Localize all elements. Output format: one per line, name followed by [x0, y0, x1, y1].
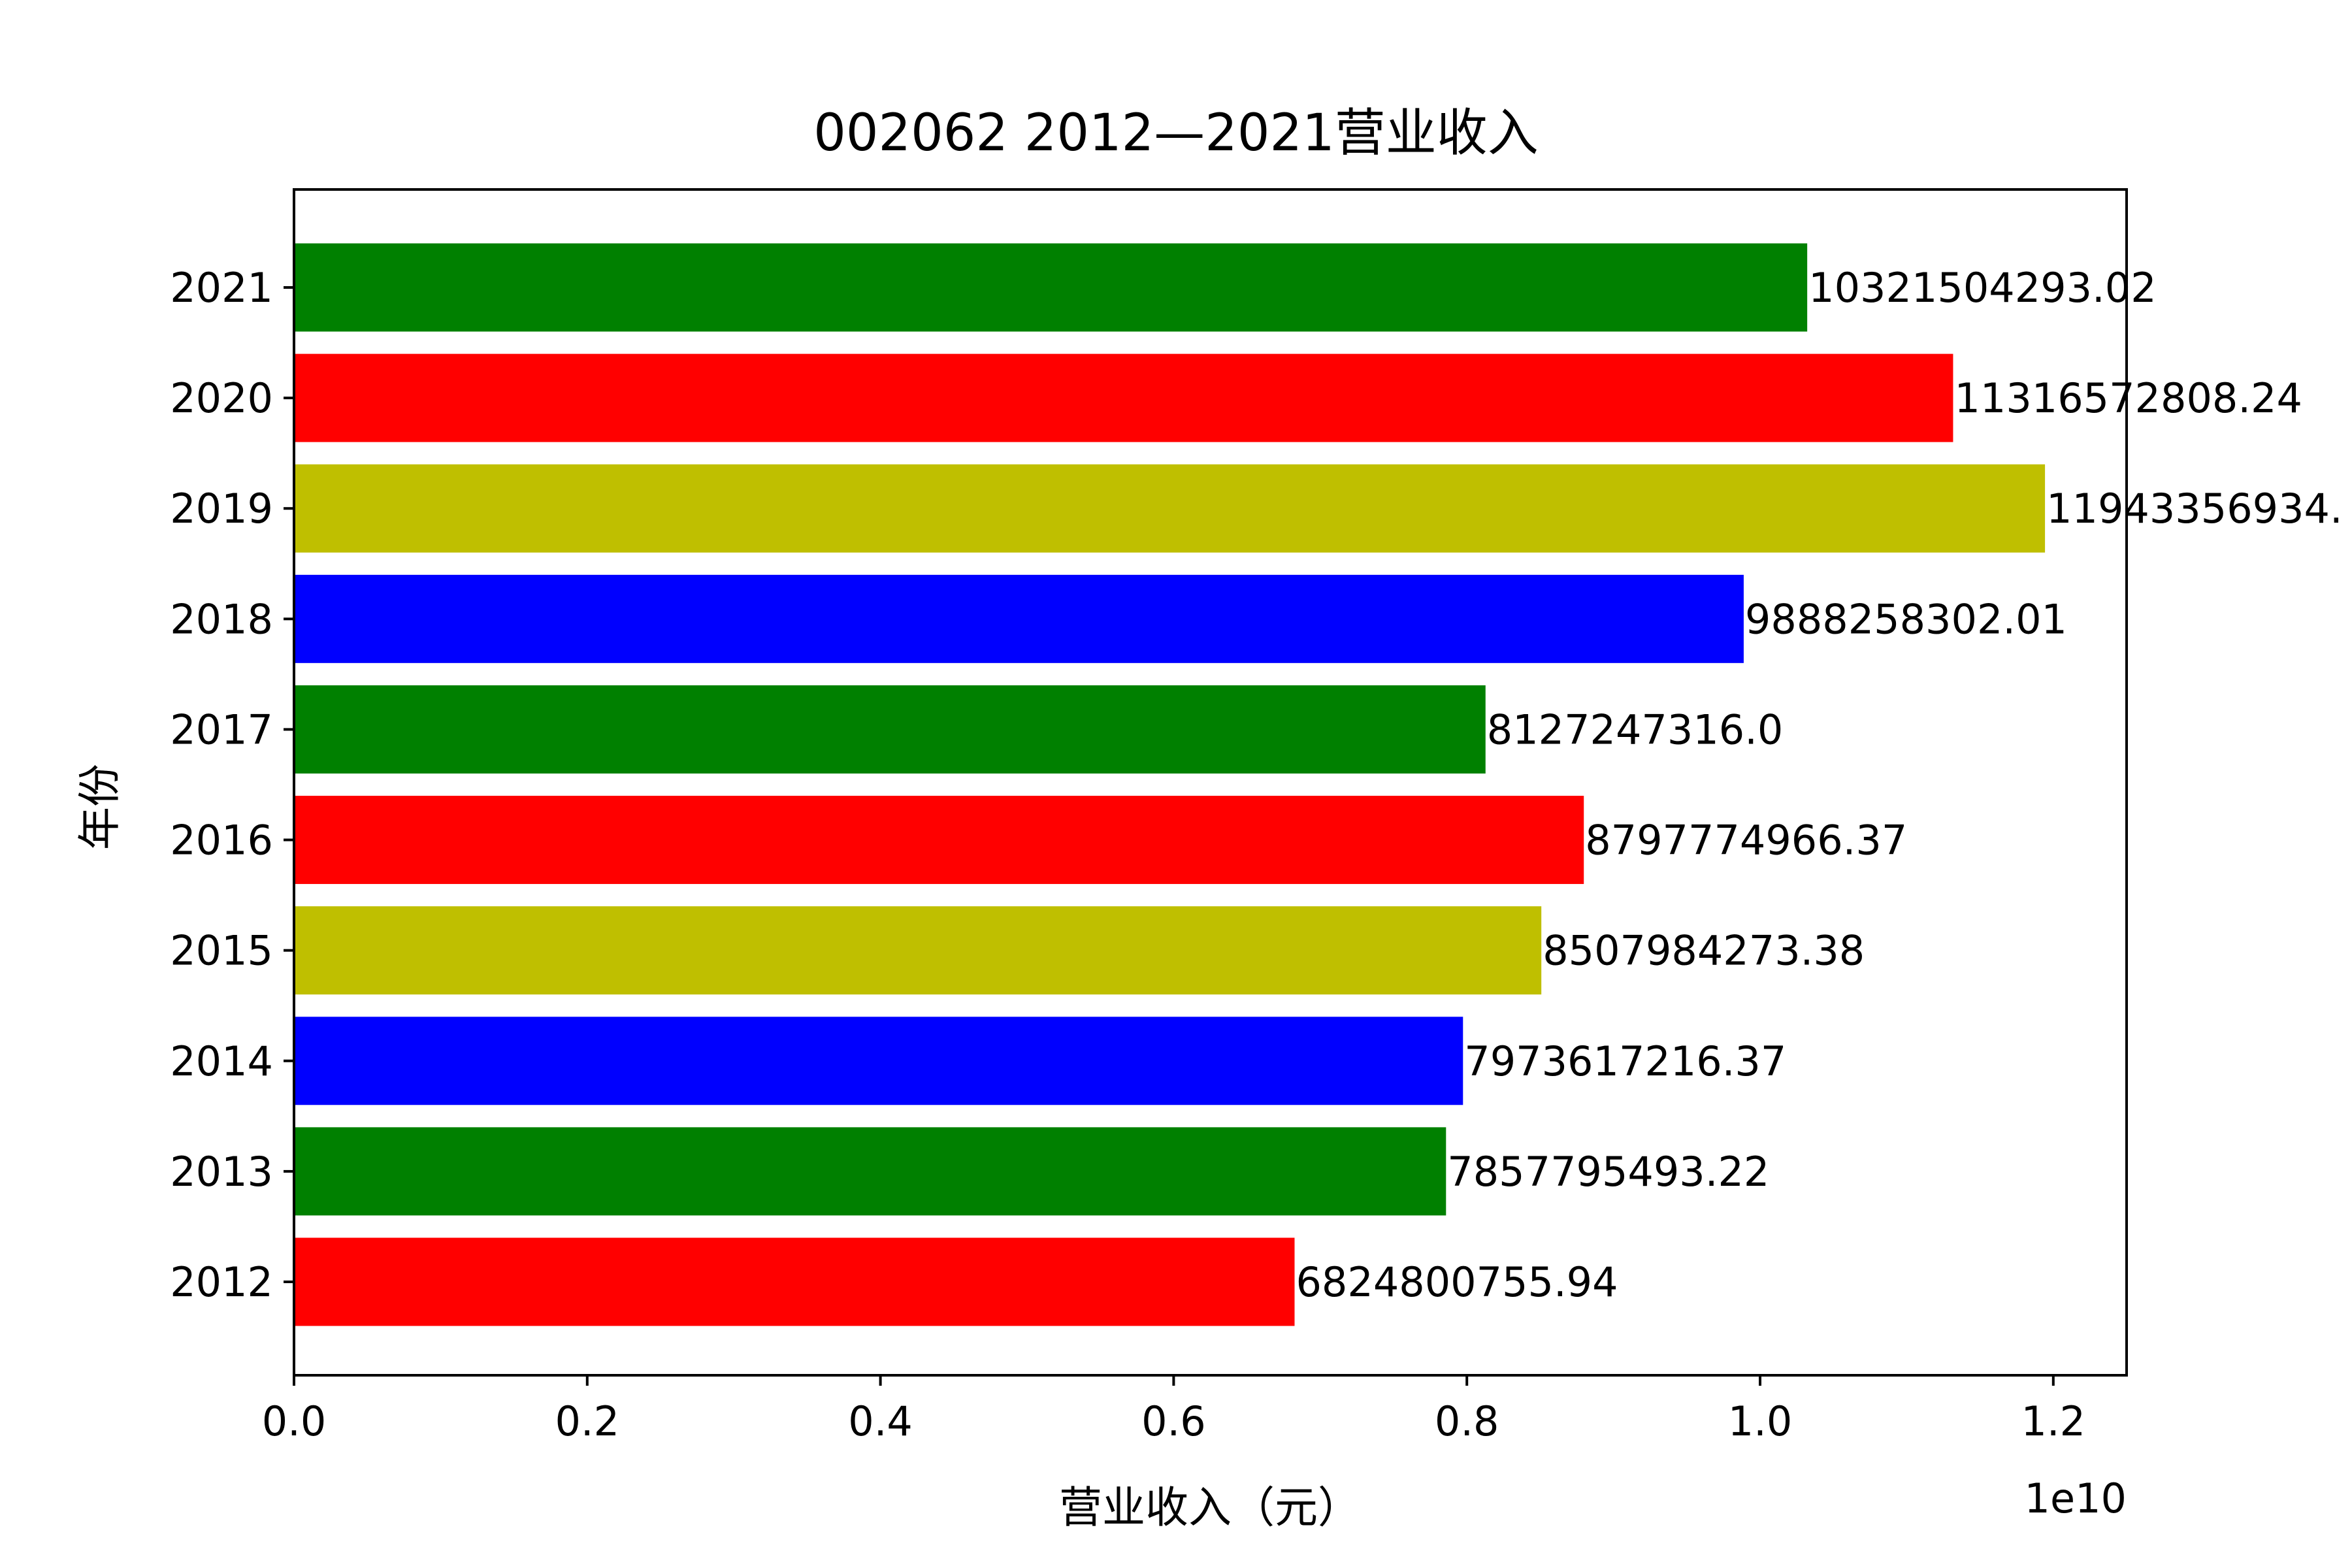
x-tick-label-0.4: 0.4 — [848, 1397, 913, 1445]
data-label-2021: 10321504293.02 — [1808, 264, 2157, 312]
bar-2020 — [294, 353, 1953, 442]
data-labels-layer: 6824800755.94 7857795493.22 7973617216.37 8… — [1296, 264, 2342, 1306]
y-tick-label-2016: 2016 — [170, 817, 273, 864]
y-tick-label-2012: 2012 — [170, 1258, 273, 1306]
x-tick-label-0.6: 0.6 — [1141, 1397, 1206, 1445]
bars-layer — [294, 243, 2046, 1326]
x-tick-label-0.8: 0.8 — [1435, 1397, 1499, 1445]
data-label-2017: 8127247316.0 — [1487, 706, 1784, 753]
x-tick-label-1.2: 1.2 — [2021, 1397, 2085, 1445]
bar-2015 — [294, 906, 1542, 995]
bar-2013 — [294, 1127, 1446, 1216]
y-tick-label-2013: 2013 — [170, 1148, 273, 1196]
data-label-2013: 7857795493.22 — [1447, 1148, 1769, 1196]
y-tick-label-2015: 2015 — [170, 927, 273, 975]
y-tick-label-2017: 2017 — [170, 706, 273, 753]
data-label-2019: 11943356934. — [2046, 485, 2343, 532]
y-tick-label-2018: 2018 — [170, 595, 273, 643]
y-axis-label: 年份 — [74, 764, 125, 850]
x-axis: 0.0 0.2 0.4 0.6 0.8 1.0 1.2 — [262, 1375, 2085, 1445]
chart-title: 002062 2012—2021营业收入 — [813, 104, 1539, 163]
bar-2021 — [294, 243, 1808, 332]
x-tick-label-0.0: 0.0 — [262, 1397, 327, 1445]
y-tick-label-2014: 2014 — [170, 1037, 273, 1085]
bar-2014 — [294, 1017, 1463, 1105]
data-label-2020: 11316572808.24 — [1954, 374, 2302, 422]
y-tick-label-2021: 2021 — [170, 264, 273, 312]
y-axis: 2012 2013 2014 2015 2016 2017 2018 2019 2020 2021 — [170, 264, 294, 1306]
x-tick-label-1.0: 1.0 — [1728, 1397, 1793, 1445]
data-label-2012: 6824800755.94 — [1296, 1258, 1618, 1306]
x-axis-label: 营业收入（元） — [1059, 1482, 1361, 1533]
x-tick-label-0.2: 0.2 — [555, 1397, 619, 1445]
bar-2012 — [294, 1237, 1295, 1326]
x-scale-label: 1e10 — [2025, 1475, 2127, 1522]
data-label-2015: 8507984273.38 — [1543, 927, 1865, 975]
y-tick-label-2020: 2020 — [170, 374, 273, 422]
plot-frame — [293, 188, 2128, 1377]
bar-2017 — [294, 685, 1486, 774]
data-label-2014: 7973617216.37 — [1464, 1037, 1786, 1085]
data-label-2018: 9888258302.01 — [1745, 595, 2067, 643]
data-label-2016: 8797774966.37 — [1585, 817, 1907, 864]
bar-2018 — [294, 574, 1744, 663]
bar-2016 — [294, 796, 1584, 885]
y-tick-label-2019: 2019 — [170, 485, 273, 532]
bar-2019 — [294, 464, 2046, 553]
